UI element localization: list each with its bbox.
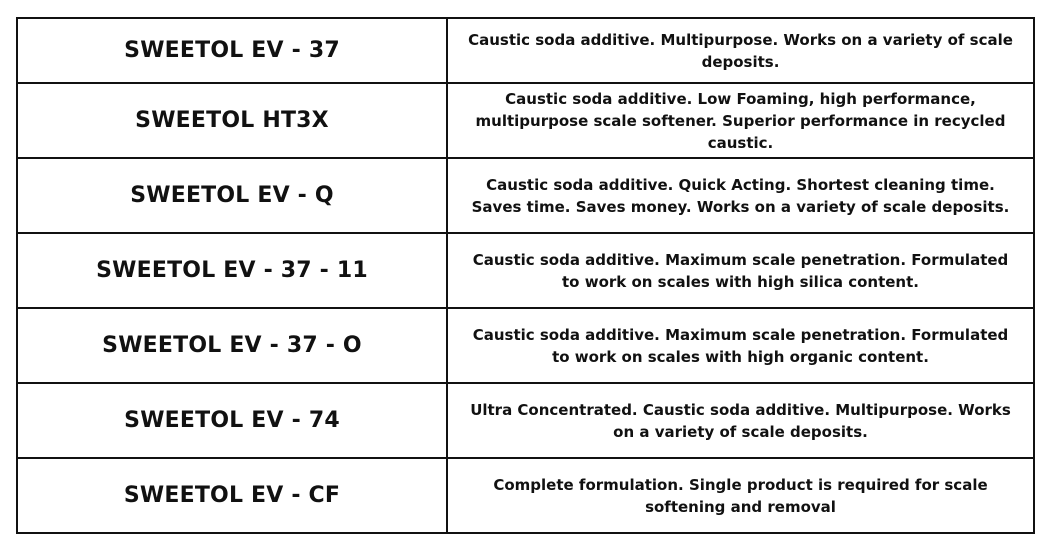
table-row: SWEETOL HT3X Caustic soda additive. Low … [16, 82, 1035, 159]
table-row: SWEETOL EV - 37 Caustic soda additive. M… [16, 17, 1035, 84]
product-name-cell: SWEETOL HT3X [16, 82, 448, 159]
product-description-cell: Ultra Concentrated. Caustic soda additiv… [446, 382, 1035, 459]
product-description-cell: Caustic soda additive. Maximum scale pen… [446, 232, 1035, 309]
product-table: SWEETOL EV - 37 Caustic soda additive. M… [16, 17, 1035, 534]
product-name-cell: SWEETOL EV - CF [16, 457, 448, 534]
product-name-cell: SWEETOL EV - Q [16, 157, 448, 234]
product-description-cell: Caustic soda additive. Low Foaming, high… [446, 82, 1035, 159]
table-row: SWEETOL EV - 37 - O Caustic soda additiv… [16, 307, 1035, 384]
table-row: SWEETOL EV - 37 - 11 Caustic soda additi… [16, 232, 1035, 309]
product-description-cell: Complete formulation. Single product is … [446, 457, 1035, 534]
product-description-cell: Caustic soda additive. Maximum scale pen… [446, 307, 1035, 384]
product-name-cell: SWEETOL EV - 37 - O [16, 307, 448, 384]
product-description-cell: Caustic soda additive. Multipurpose. Wor… [446, 17, 1035, 84]
product-name-cell: SWEETOL EV - 37 [16, 17, 448, 84]
product-name-cell: SWEETOL EV - 37 - 11 [16, 232, 448, 309]
table-row: SWEETOL EV - Q Caustic soda additive. Qu… [16, 157, 1035, 234]
table-row: SWEETOL EV - CF Complete formulation. Si… [16, 457, 1035, 534]
table-row: SWEETOL EV - 74 Ultra Concentrated. Caus… [16, 382, 1035, 459]
product-description-cell: Caustic soda additive. Quick Acting. Sho… [446, 157, 1035, 234]
product-name-cell: SWEETOL EV - 74 [16, 382, 448, 459]
